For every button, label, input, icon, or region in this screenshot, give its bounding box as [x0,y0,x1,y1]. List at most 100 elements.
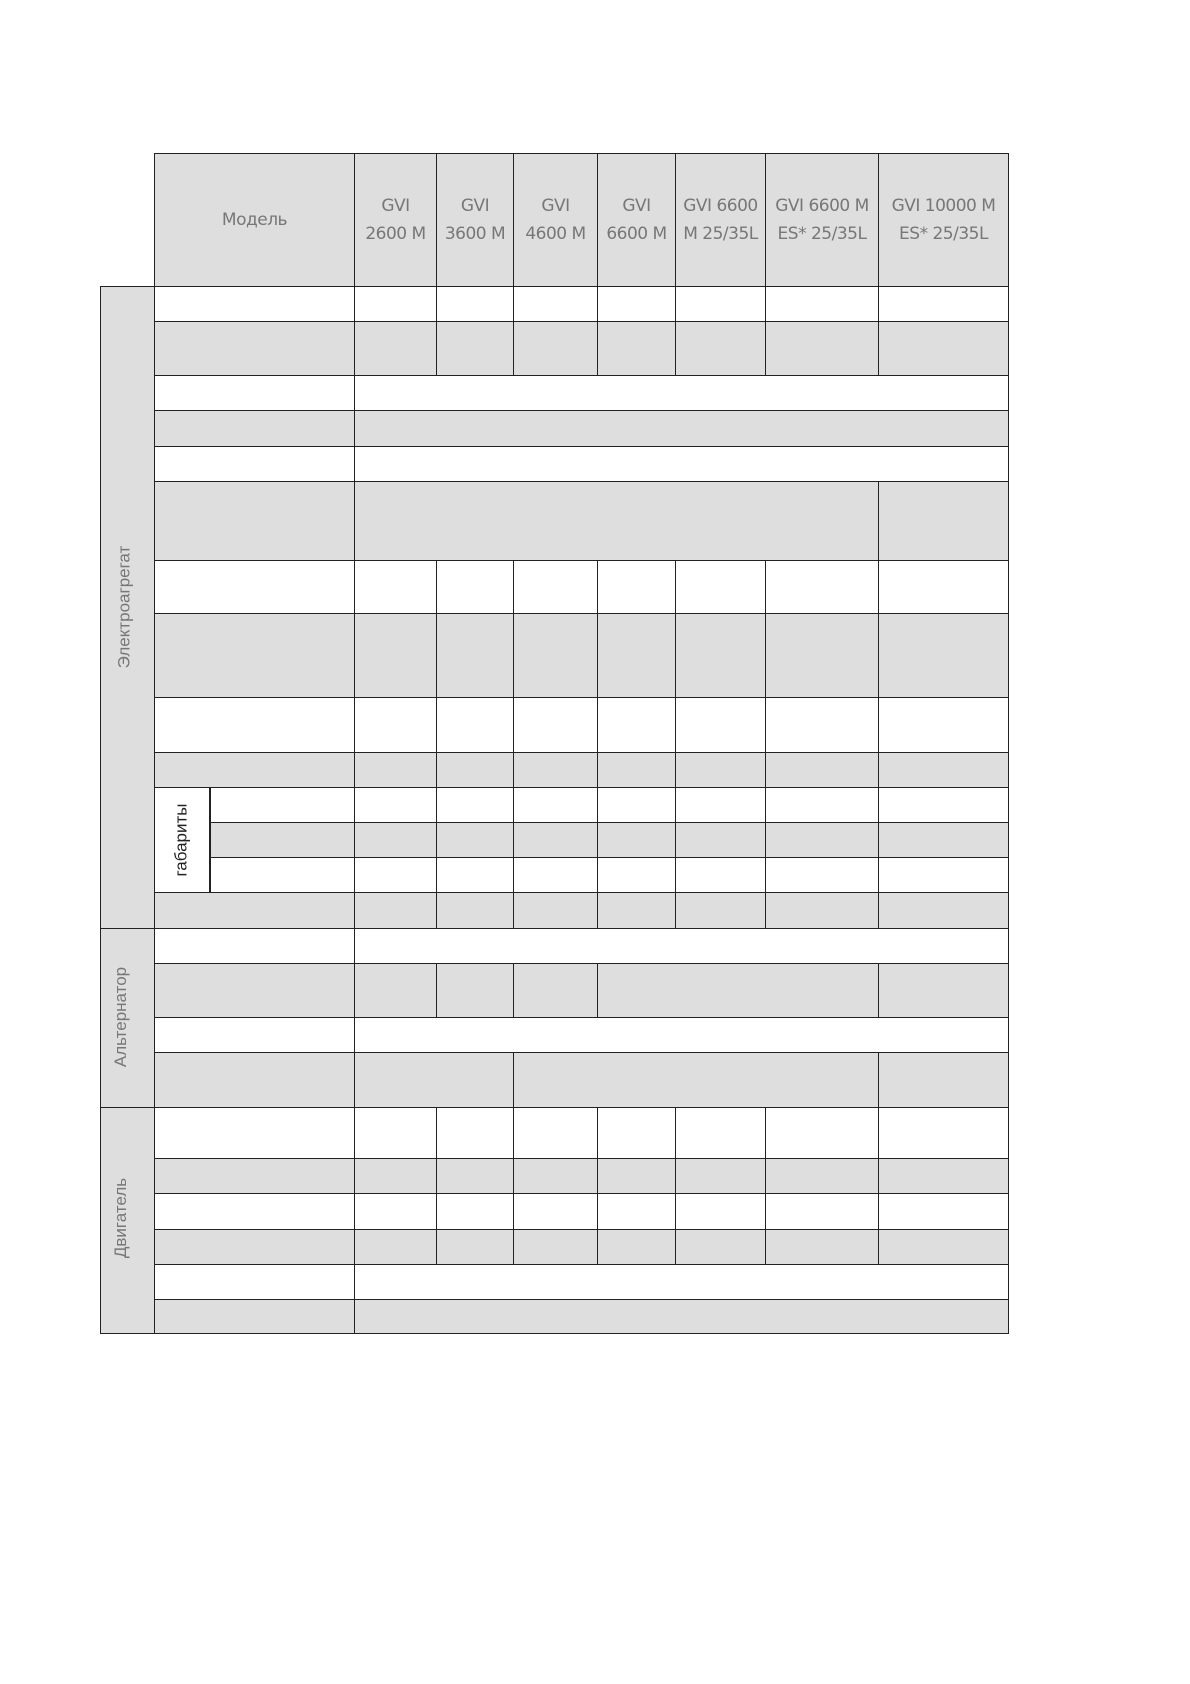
table-cell [765,752,879,788]
table-cell [675,787,766,823]
table-cell [675,613,766,698]
table-cell [354,1229,437,1265]
table-cell [675,892,766,929]
table-cell [878,857,1009,893]
model-name-line: ES* 25/35L [899,224,988,244]
table-cell [354,560,437,614]
row-label-cell [154,375,355,411]
sublabel-dimensions: габариты [171,803,191,877]
table-cell [513,752,598,788]
table-cell [513,963,598,1018]
table-cell [878,752,1009,788]
table-cell [878,481,1009,561]
table-cell [765,1107,879,1159]
model-label: Модель [221,210,288,230]
table-cell [436,1158,514,1194]
section-engine: Двигатель [100,1107,155,1334]
table-cell [878,1158,1009,1194]
row-label-cell [154,1264,355,1300]
table-cell [354,857,437,893]
table-cell [513,1052,879,1108]
table-cell [878,1229,1009,1265]
table-cell [436,286,514,322]
table-cell [675,321,766,376]
row-label-cell [154,1193,355,1230]
table-cell [436,321,514,376]
table-cell [354,892,437,929]
table-cell [597,752,676,788]
table-cell [878,697,1009,753]
model-name-line: GVI 10000 M [891,196,996,216]
table-cell [675,752,766,788]
header-model-7: GVI 10000 M ES* 25/35L [878,153,1009,287]
table-cell [436,857,514,893]
table-cell [878,560,1009,614]
table-cell [436,822,514,858]
table-cell [354,286,437,322]
model-name-line: ES* 25/35L [777,224,867,244]
table-cell [436,787,514,823]
table-cell [597,1107,676,1159]
row-label-cell [154,1107,355,1159]
sublabel-dimensions-cell: габариты [154,787,210,893]
row-label-cell [154,1017,355,1053]
table-cell [436,892,514,929]
table-cell [878,1107,1009,1159]
table-cell [354,481,879,561]
section-alternator: Альтернатор [100,928,155,1108]
table-cell [597,697,676,753]
table-cell [354,752,437,788]
table-cell [354,446,1009,482]
row-label-cell [154,321,355,376]
row-label-cell [154,560,355,614]
row-label-cell [210,822,355,858]
table-cell [513,1193,598,1230]
table-cell [675,286,766,322]
table-cell [354,1017,1009,1053]
table-cell [675,1158,766,1194]
table-cell [354,321,437,376]
table-cell [436,1229,514,1265]
table-cell [765,560,879,614]
header-model-5: GVI 6600 M 25/35L [675,153,766,287]
table-cell [765,321,879,376]
table-cell [878,892,1009,929]
row-label-cell [154,1158,355,1194]
header-model-3: GVI 4600 M [513,153,598,287]
table-cell [597,1229,676,1265]
header-model-4: GVI 6600 M [597,153,676,287]
table-cell [765,787,879,823]
table-cell [878,822,1009,858]
row-label-cell [154,892,355,929]
table-cell [354,822,437,858]
row-label-cell [154,1052,355,1108]
table-cell [436,963,514,1018]
table-cell [878,963,1009,1018]
table-cell [765,822,879,858]
header-model-cell: Модель [154,153,355,287]
model-name-line: GVI [541,196,570,216]
table-cell [765,892,879,929]
table-cell [354,1052,514,1108]
header-model-1: GVI 2600 M [354,153,437,287]
table-cell [354,787,437,823]
table-cell [513,822,598,858]
row-label-cell [154,481,355,561]
table-cell [354,1193,437,1230]
row-label-cell [154,752,355,788]
table-cell [513,697,598,753]
table-cell [878,1193,1009,1230]
table-cell [765,286,879,322]
model-name-line: GVI 6600 [683,196,758,216]
model-name-line: M 25/35L [683,224,758,244]
table-cell [765,613,879,698]
table-cell [436,1107,514,1159]
table-cell [513,286,598,322]
model-name-line: 2600 M [365,224,426,244]
table-cell [354,1299,1009,1334]
table-cell [354,410,1009,447]
table-cell [765,697,879,753]
model-name-line: GVI [381,196,410,216]
model-name-line: 4600 M [525,224,586,244]
model-name-line: GVI 6600 M [775,196,869,216]
